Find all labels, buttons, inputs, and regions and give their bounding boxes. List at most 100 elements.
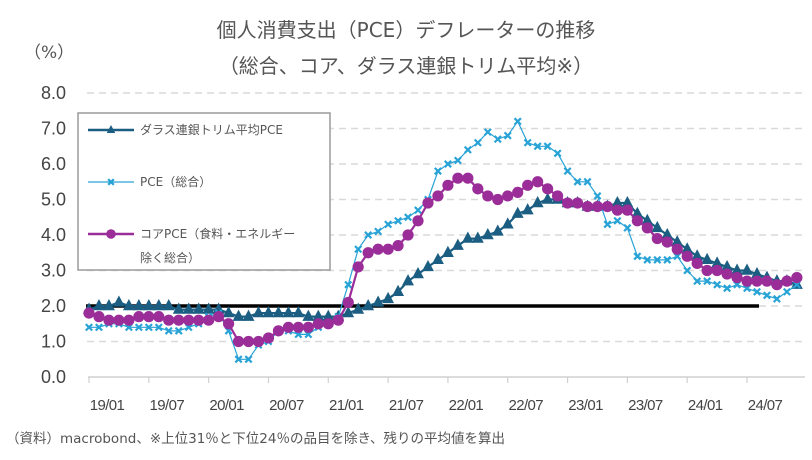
- circle-marker: [671, 243, 683, 255]
- triangle-marker: [422, 259, 434, 272]
- x-marker-center: [665, 258, 669, 262]
- x-marker-center: [466, 148, 470, 152]
- triangle-marker: [302, 309, 315, 321]
- x-marker-center: [406, 215, 410, 219]
- x-marker-center: [775, 297, 779, 301]
- triangle-marker: [93, 299, 105, 311]
- triangle-marker: [432, 252, 444, 265]
- x-marker-center: [167, 329, 171, 333]
- triangle-marker: [541, 192, 554, 204]
- circle-marker: [322, 318, 334, 330]
- circle-marker: [591, 201, 604, 213]
- x-marker-center: [715, 283, 719, 287]
- triangle-marker: [106, 125, 116, 133]
- triangle-marker: [741, 263, 753, 275]
- x-marker-center: [735, 283, 739, 287]
- triangle-marker: [242, 309, 255, 321]
- series-group: [83, 117, 803, 364]
- x-marker-center: [346, 283, 350, 287]
- x-marker-center: [246, 357, 251, 361]
- circle-marker: [252, 335, 265, 348]
- triangle-marker: [691, 249, 704, 261]
- circle-marker: [83, 307, 95, 319]
- chart-subtitle: （総合、コア、ダラス連銀トリム平均※）: [218, 54, 594, 78]
- circle-marker: [292, 321, 304, 333]
- circle-marker: [542, 183, 554, 195]
- triangle-marker: [441, 245, 454, 257]
- triangle-marker: [102, 299, 115, 311]
- triangle-marker: [402, 274, 414, 286]
- triangle-marker: [192, 302, 205, 314]
- triangle-marker: [112, 295, 125, 307]
- triangle-marker: [262, 306, 275, 318]
- x-tick-label: 19/07: [150, 397, 185, 414]
- x-marker-center: [675, 254, 679, 258]
- x-tick-label: 22/07: [508, 397, 543, 414]
- y-axis-unit-label: （%）: [24, 43, 75, 63]
- x-marker-center: [795, 283, 799, 287]
- triangle-marker: [362, 299, 375, 311]
- legend-label: コアPCE（食料・エネルギー: [140, 226, 295, 241]
- x-tick-label: 24/01: [688, 397, 723, 414]
- circle-marker: [302, 321, 314, 333]
- triangle-marker: [312, 309, 325, 321]
- circle-marker: [222, 318, 235, 330]
- y-tick-label: 0.0: [41, 367, 66, 387]
- circle-marker: [791, 272, 803, 284]
- circle-marker: [153, 311, 165, 323]
- x-marker-center: [745, 286, 749, 290]
- triangle-marker: [252, 306, 265, 318]
- circle-marker: [621, 204, 633, 216]
- circle-marker: [631, 215, 643, 227]
- circle-marker: [312, 318, 324, 330]
- circle-marker: [641, 222, 653, 234]
- circle-marker: [492, 193, 504, 206]
- triangle-marker: [292, 306, 305, 318]
- triangle-marker: [232, 309, 245, 321]
- circle-marker: [771, 279, 783, 291]
- circle-marker: [601, 201, 614, 213]
- legend-item: PCE（総合）: [88, 174, 211, 189]
- x-marker-center: [516, 119, 520, 123]
- triangle-marker: [142, 299, 155, 311]
- circle-marker: [412, 215, 424, 227]
- circle-marker: [551, 190, 564, 202]
- circle-marker: [213, 311, 225, 323]
- x-axis-ticks: 19/01 19/07 20/01 20/07 21/01 21/07 22/01 22/07…: [90, 397, 783, 414]
- circle-marker: [342, 296, 354, 309]
- triangle-marker: [172, 302, 185, 314]
- triangle-marker: [352, 302, 365, 314]
- x-tick-label: 19/01: [90, 397, 125, 414]
- x-marker-center: [615, 219, 620, 223]
- x-tick-label: 23/01: [568, 397, 603, 414]
- circle-marker: [143, 311, 155, 323]
- circle-marker: [681, 250, 693, 262]
- triangle-marker: [282, 306, 295, 318]
- x-marker-center: [725, 286, 729, 290]
- legend-label: 除く総合）: [140, 250, 200, 265]
- x-marker-center: [236, 357, 241, 361]
- circle-marker: [382, 243, 394, 255]
- circle-marker: [691, 257, 703, 269]
- circle-marker: [242, 335, 255, 348]
- circle-marker: [93, 311, 105, 323]
- x-marker-center: [356, 247, 360, 251]
- circle-marker: [522, 179, 534, 191]
- x-tick-label: 21/01: [329, 397, 364, 414]
- x-marker-center: [755, 290, 759, 294]
- triangle-marker: [182, 302, 195, 314]
- triangle-marker: [491, 224, 504, 236]
- triangle-marker: [451, 238, 464, 250]
- triangle-marker: [681, 242, 694, 254]
- x-marker-center: [685, 268, 689, 273]
- series-core-pce: [83, 172, 803, 348]
- legend-box: [77, 112, 331, 271]
- x-tick-label: 22/01: [449, 397, 484, 414]
- circle-marker: [711, 264, 723, 277]
- x-marker-center: [526, 141, 530, 145]
- circle-marker: [163, 314, 175, 326]
- circle-marker: [532, 176, 544, 188]
- x-tick-label: 20/01: [209, 397, 244, 414]
- circle-marker: [173, 314, 185, 326]
